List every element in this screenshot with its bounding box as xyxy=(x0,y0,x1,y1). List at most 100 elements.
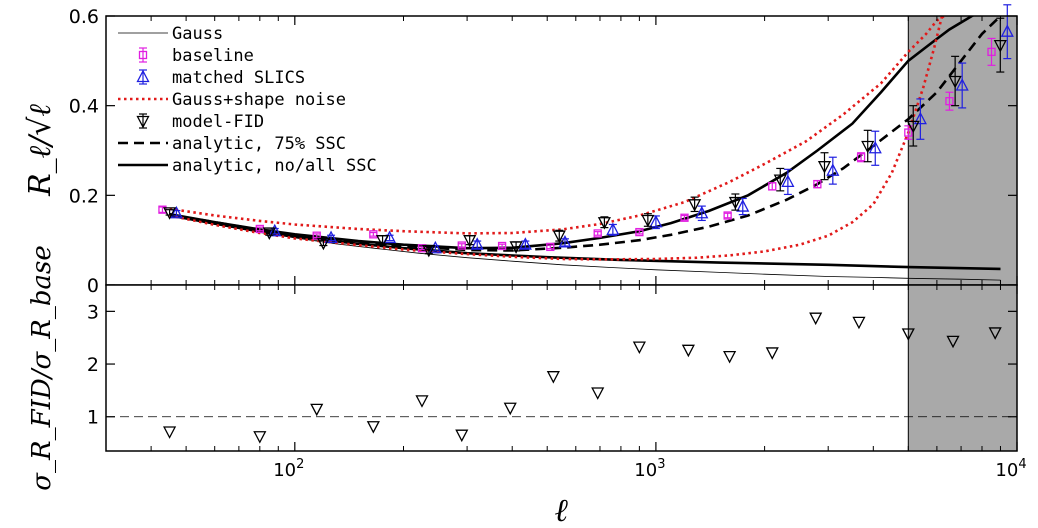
legend-label-gauss: Gauss xyxy=(172,24,223,44)
point-2-1 xyxy=(262,227,276,240)
series-line-3 xyxy=(169,16,1002,252)
bottom-y-axis-label: σ_R_FID/σ_R_base xyxy=(27,245,57,490)
legend-marker-fid xyxy=(136,115,150,129)
top-points-layer xyxy=(158,4,1014,258)
point-0-2 xyxy=(312,231,321,240)
y-axis-label-text: R_ℓ/√ℓ xyxy=(23,104,58,197)
top-panel: 0 0.2 0.4 0.6 xyxy=(69,4,1018,297)
point-1-11 xyxy=(736,199,750,212)
legend-label-baseline: baseline xyxy=(172,46,254,66)
point-2-7 xyxy=(552,230,566,244)
ratio-point-15 xyxy=(901,328,915,341)
point-2-3 xyxy=(375,235,390,248)
point-2-8 xyxy=(597,217,611,230)
point-2-15 xyxy=(906,120,920,134)
top-y-tick-label-0: 0 xyxy=(87,275,99,297)
point-0-13 xyxy=(813,179,822,189)
legend-marker-matched xyxy=(136,69,150,83)
ratio-point-16 xyxy=(946,335,960,349)
point-2-4 xyxy=(422,244,436,258)
point-0-17 xyxy=(987,47,996,57)
ratio-point-13 xyxy=(809,312,823,326)
point-1-12 xyxy=(781,174,795,188)
ratio-point-9 xyxy=(632,341,646,355)
bottom-y-tick-label-2: 3 xyxy=(87,301,99,323)
point-2-11 xyxy=(728,196,742,210)
point-0-16 xyxy=(945,97,954,106)
ratio-point-6 xyxy=(503,402,517,416)
point-2-6 xyxy=(509,241,523,254)
legend-label-matched: matched SLICS xyxy=(172,68,305,88)
ratio-point-0 xyxy=(163,426,177,439)
x-tick-exp-1: 3 xyxy=(657,457,665,472)
point-1-13 xyxy=(826,163,840,176)
point-1-9 xyxy=(649,214,663,228)
point-0-8 xyxy=(593,229,602,238)
bottom-y-ticks: 1 2 3 xyxy=(87,301,1017,429)
point-0-12 xyxy=(768,182,777,191)
point-2-5 xyxy=(463,235,477,248)
x-tick-base-1: 10 xyxy=(634,460,657,481)
top-y-tick-label-1: 0.2 xyxy=(69,185,99,207)
point-2-2 xyxy=(316,237,330,251)
bottom-plot-background xyxy=(106,285,1017,451)
bottom-panel: 123 102 103 104 xyxy=(87,284,1027,481)
point-0-6 xyxy=(497,241,507,251)
bottom-shaded-region xyxy=(907,284,1018,452)
x-tick-base-2: 10 xyxy=(995,460,1018,481)
point-2-12 xyxy=(773,174,787,188)
x-tick-exp-2: 4 xyxy=(1018,457,1026,472)
x-tick-label-1: 103 xyxy=(634,457,665,481)
bottom-y-tick-label-1: 2 xyxy=(87,354,99,376)
top-y-tick-label-2: 0.4 xyxy=(69,96,99,118)
legend-marker-baseline xyxy=(138,50,148,60)
top-x-ticks xyxy=(105,16,1018,285)
ratio-point-2 xyxy=(310,403,324,417)
point-0-9 xyxy=(635,227,644,237)
x-tick-label-2: 104 xyxy=(995,457,1026,481)
x-tick-exp-0: 2 xyxy=(296,457,304,472)
ratio-point-10 xyxy=(681,344,695,358)
point-2-9 xyxy=(641,214,655,228)
point-1-14 xyxy=(868,140,882,154)
x-tick-base-0: 10 xyxy=(273,460,296,481)
legend-label-ssc75: analytic, 75% SSC xyxy=(172,134,346,154)
top-y-ticks: 0 0.2 0.4 0.6 xyxy=(69,6,1017,297)
ratio-point-14 xyxy=(852,316,866,330)
point-0-5 xyxy=(457,241,466,250)
point-2-14 xyxy=(861,140,875,154)
point-1-6 xyxy=(518,237,532,250)
point-2-17 xyxy=(993,39,1007,53)
x-tick-label-0: 102 xyxy=(273,457,304,481)
bottom-y-tick-label-0: 1 xyxy=(87,407,99,429)
point-0-3 xyxy=(369,230,378,239)
ratio-point-8 xyxy=(591,387,605,400)
ratio-point-5 xyxy=(455,429,469,443)
top-y-axis-label: R_ℓ/√ℓ xyxy=(23,104,58,197)
ratio-point-1 xyxy=(253,431,267,444)
point-0-11 xyxy=(723,211,732,220)
legend-label-fid: model-FID xyxy=(172,112,264,132)
point-1-16 xyxy=(955,78,969,91)
point-2-13 xyxy=(817,161,832,174)
point-2-0 xyxy=(163,207,177,220)
point-1-8 xyxy=(606,222,620,236)
legend-label-ssc: analytic, no/all SSC xyxy=(172,156,377,176)
bottom-x-ticks: 102 103 104 xyxy=(105,285,1027,481)
ratio-point-11 xyxy=(723,350,737,364)
bottom-plot-frame xyxy=(105,284,1018,452)
point-1-15 xyxy=(913,111,927,125)
bottom-points-layer xyxy=(163,312,1002,444)
point-0-10 xyxy=(680,213,689,222)
point-2-16 xyxy=(948,75,962,89)
point-1-0 xyxy=(169,205,183,219)
ratio-point-3 xyxy=(366,421,380,434)
ratio-point-17 xyxy=(988,327,1002,340)
point-2-10 xyxy=(688,199,702,212)
point-0-14 xyxy=(856,153,866,162)
x-axis-label: ℓ xyxy=(554,491,568,528)
legend-label-gsn: Gauss+shape noise xyxy=(172,90,346,110)
top-y-tick-label-3: 0.6 xyxy=(69,6,99,28)
